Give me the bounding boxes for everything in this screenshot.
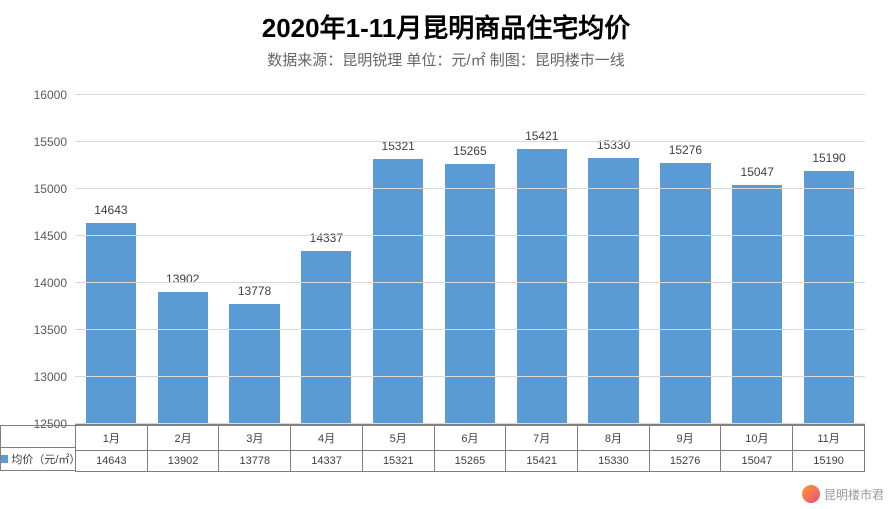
category-cell: 6月 [434,426,506,451]
gridline: 16000 [75,94,865,95]
y-tick-label: 14500 [34,229,67,243]
bar-value-label: 14643 [94,203,127,217]
plot-area: 14643 13902 13778 14337 15321 15265 15421 15330… [75,95,865,425]
bar-value-label: 15190 [812,151,845,165]
table-row-headers: 均价（元/㎡） [0,425,75,471]
category-cell: 5月 [362,426,434,451]
category-cell: 8月 [578,426,650,451]
legend-item: 均价（元/㎡） [1,448,75,470]
category-cell: 2月 [147,426,219,451]
bar-slot: 14643 [75,95,147,424]
category-cell: 9月 [649,426,721,451]
value-cell: 15276 [649,451,721,472]
value-cell: 13778 [219,451,291,472]
bar-slot: 15276 [650,95,722,424]
y-tick-label: 13500 [34,323,67,337]
bar-slot: 15047 [721,95,793,424]
bar: 15047 [732,185,782,424]
bar-value-label: 15276 [669,143,702,157]
value-cell: 14643 [76,451,148,472]
bar-slot: 13778 [219,95,291,424]
y-tick-label: 16000 [34,88,67,102]
gridline: 13500 [75,329,865,330]
legend-swatch [1,455,8,463]
value-row: 1464313902137781433715321152651542115330… [76,451,865,472]
bar-slot: 14337 [290,95,362,424]
value-cell: 15047 [721,451,793,472]
bar-value-label: 13778 [238,284,271,298]
gridline: 15500 [75,141,865,142]
value-cell: 15330 [578,451,650,472]
gridline: 12500 [75,423,865,424]
value-cell: 15190 [793,451,865,472]
value-cell: 15321 [362,451,434,472]
bar: 15190 [804,171,854,424]
bar-slot: 13902 [147,95,219,424]
data-table: 1月2月3月4月5月6月7月8月9月10月11月 146431390213778… [75,425,865,472]
bar-value-label: 15047 [741,165,774,179]
bar-slot: 15190 [793,95,865,424]
category-cell: 4月 [291,426,363,451]
bar-slot: 15330 [578,95,650,424]
bar: 14643 [86,223,136,424]
y-tick-label: 14000 [34,276,67,290]
watermark-text: 昆明楼市君 [824,486,884,503]
category-cell: 7月 [506,426,578,451]
value-cell: 15265 [434,451,506,472]
category-cell: 10月 [721,426,793,451]
weibo-icon [802,485,820,503]
bar: 15421 [517,149,567,424]
chart-container: 2020年1-11月昆明商品住宅均价 数据来源：昆明锐理 单位：元/㎡ 制图：昆… [0,0,892,509]
y-tick-label: 15500 [34,135,67,149]
chart-title: 2020年1-11月昆明商品住宅均价 [0,0,892,45]
gridline: 13000 [75,376,865,377]
bar: 14337 [301,251,351,424]
bar: 13902 [158,292,208,424]
y-tick-label: 15000 [34,182,67,196]
bar: 15276 [660,163,710,424]
category-cell: 3月 [219,426,291,451]
bar: 13778 [229,304,279,424]
series-name-label: 均价（元/㎡） [11,451,75,467]
value-cell: 14337 [291,451,363,472]
watermark: 昆明楼市君 [802,485,884,503]
gridline: 15000 [75,188,865,189]
bar-value-label: 13902 [166,272,199,286]
category-cell: 11月 [793,426,865,451]
bar: 15321 [373,159,423,424]
table-header-blank [1,426,75,448]
bars-row: 14643 13902 13778 14337 15321 15265 15421 15330… [75,95,865,424]
value-cell: 15421 [506,451,578,472]
y-tick-label: 13000 [34,370,67,384]
gridline: 14500 [75,235,865,236]
bar-value-label: 15265 [453,144,486,158]
gridline: 14000 [75,282,865,283]
chart-subtitle: 数据来源：昆明锐理 单位：元/㎡ 制图：昆明楼市一线 [0,49,892,70]
bar-slot: 15265 [434,95,506,424]
value-cell: 13902 [147,451,219,472]
bar: 15330 [588,158,638,424]
bar-value-label: 14337 [310,231,343,245]
bar-slot: 15421 [506,95,578,424]
bar-slot: 15321 [362,95,434,424]
category-row: 1月2月3月4月5月6月7月8月9月10月11月 [76,426,865,451]
bar: 15265 [445,164,495,424]
category-cell: 1月 [76,426,148,451]
